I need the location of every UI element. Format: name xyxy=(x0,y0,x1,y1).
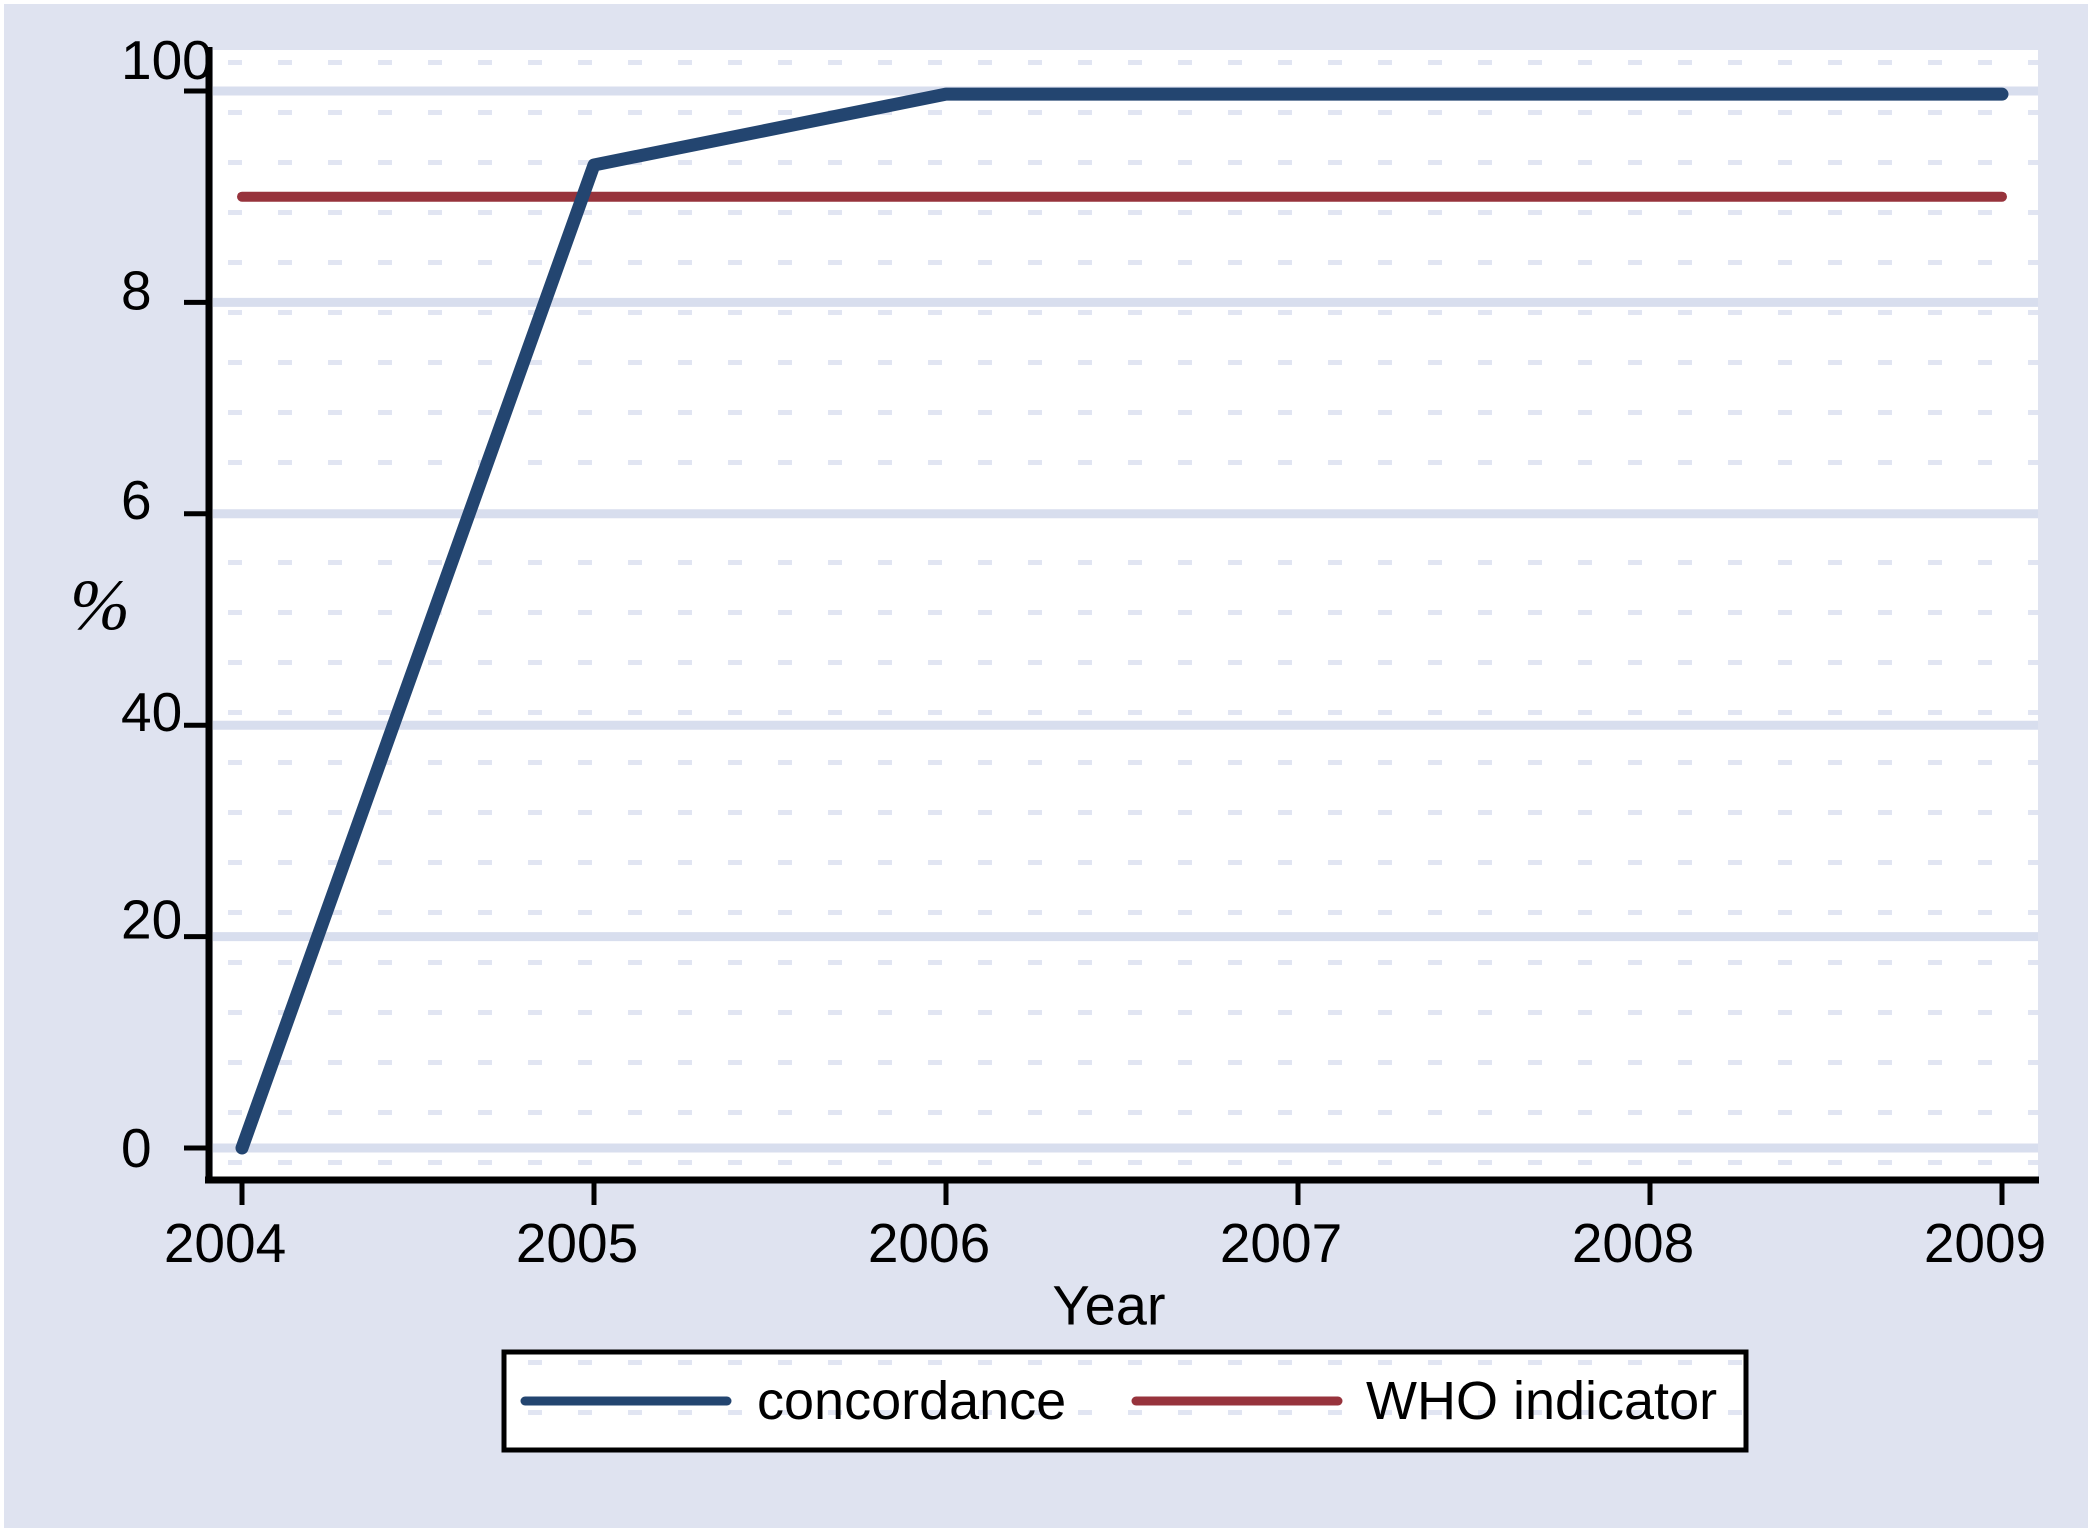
y-axis-title: % xyxy=(70,565,130,645)
y-axis-tick-labels: 0 20 40 6 8 100 xyxy=(121,29,213,1179)
legend-label-concordance: concordance xyxy=(757,1371,1066,1431)
minor-grid xyxy=(213,50,2038,1179)
y-tick-label: 0 xyxy=(121,1117,152,1179)
x-tick-label: 2005 xyxy=(516,1212,638,1274)
x-axis-tick-labels: 2004 2005 2006 2007 2008 2009 xyxy=(164,1212,2046,1274)
x-axis-title: Year xyxy=(1052,1274,1165,1337)
y-tick-label: 8 xyxy=(121,259,152,321)
legend-label-who-indicator: WHO indicator xyxy=(1366,1371,1717,1431)
legend: concordance WHO indicator xyxy=(501,1349,1749,1453)
y-tick-label: 40 xyxy=(121,681,182,743)
y-tick-label: 20 xyxy=(121,889,182,951)
x-tick-label: 2006 xyxy=(868,1212,990,1274)
y-tick-label: 100 xyxy=(121,29,213,91)
x-tick-label: 2007 xyxy=(1220,1212,1342,1274)
concordance-line xyxy=(235,87,2009,1155)
x-tick-label: 2004 xyxy=(164,1212,286,1274)
x-tick-label: 2008 xyxy=(1572,1212,1694,1274)
axes xyxy=(184,47,2039,1205)
y-tick-label: 6 xyxy=(121,469,152,531)
x-tick-label: 2009 xyxy=(1924,1212,2046,1274)
